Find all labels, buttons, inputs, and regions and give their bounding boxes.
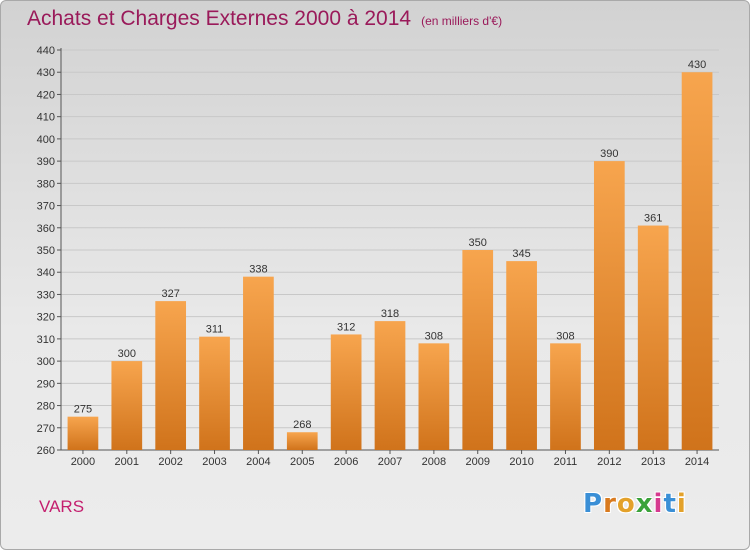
bar bbox=[374, 321, 406, 450]
x-tick-label: 2011 bbox=[554, 456, 578, 468]
data-label: 350 bbox=[469, 237, 487, 249]
x-tick-label: 2003 bbox=[202, 456, 226, 468]
chart-unit: (en milliers d'€) bbox=[421, 14, 503, 28]
x-tick-label: 2005 bbox=[290, 456, 314, 468]
x-tick-labels: 2000 2001 2002 2003 2004 2005 2006 2007 2008 2009… bbox=[71, 456, 710, 468]
data-label: 300 bbox=[118, 348, 136, 360]
bar bbox=[67, 416, 99, 450]
x-tick-label: 2012 bbox=[597, 456, 621, 468]
data-label: 312 bbox=[337, 321, 355, 333]
y-tick-label: 400 bbox=[37, 134, 55, 146]
x-tick-label: 2001 bbox=[115, 456, 139, 468]
x-tick-label: 2013 bbox=[641, 456, 665, 468]
y-tick-label: 410 bbox=[37, 112, 55, 124]
bar bbox=[111, 361, 143, 450]
bar bbox=[506, 261, 537, 450]
data-label: 338 bbox=[249, 264, 267, 276]
y-tick-label: 280 bbox=[37, 401, 55, 413]
y-tick-label: 320 bbox=[37, 312, 55, 324]
x-tick-label: 2014 bbox=[685, 456, 709, 468]
proxiti-logo: Proxiti bbox=[583, 489, 687, 519]
bar bbox=[681, 72, 713, 450]
y-tick-labels: 260 270 280 290 300 310 320 330 340 350 360 370 380 3… bbox=[37, 45, 55, 457]
data-label: 327 bbox=[161, 288, 179, 300]
y-tick-label: 390 bbox=[37, 156, 55, 168]
bar bbox=[593, 161, 625, 450]
bar bbox=[330, 334, 362, 450]
bar bbox=[462, 250, 494, 450]
x-tick-label: 2000 bbox=[71, 456, 95, 468]
y-tick-label: 260 bbox=[37, 445, 55, 457]
y-tick-label: 430 bbox=[37, 67, 55, 79]
bar bbox=[243, 276, 274, 450]
y-tick-label: 290 bbox=[37, 378, 55, 390]
logo-letter: o bbox=[616, 489, 636, 519]
logo-letter: x bbox=[635, 489, 654, 519]
y-tick-label: 360 bbox=[37, 223, 55, 235]
data-label: 345 bbox=[512, 248, 530, 260]
logo-letter: i bbox=[676, 489, 687, 519]
y-tick-label: 340 bbox=[37, 267, 55, 279]
bar bbox=[550, 343, 581, 450]
x-tick-label: 2010 bbox=[509, 456, 533, 468]
data-label: 308 bbox=[425, 330, 443, 342]
logo-letter: i bbox=[653, 489, 664, 519]
chart-title-text: Achats et Charges Externes 2000 à 2014 bbox=[27, 7, 412, 30]
x-tick-label: 2008 bbox=[422, 456, 446, 468]
x-tick-label: 2009 bbox=[465, 456, 489, 468]
bars bbox=[67, 72, 713, 450]
logo-letter: t bbox=[663, 489, 677, 519]
x-tick-label: 2002 bbox=[158, 456, 182, 468]
bar bbox=[155, 301, 187, 450]
chart-title: Achats et Charges Externes 2000 à 2014 (e… bbox=[27, 7, 502, 31]
data-labels: 275 300 327 311 338 268 312 318 308 350 345 308 390 3… bbox=[74, 59, 706, 431]
data-label: 318 bbox=[381, 308, 399, 320]
bar bbox=[418, 343, 450, 450]
y-tick-label: 270 bbox=[37, 423, 55, 435]
y-tick-label: 310 bbox=[37, 334, 55, 346]
data-label: 311 bbox=[206, 324, 224, 336]
data-label: 430 bbox=[688, 59, 706, 71]
y-tick-label: 300 bbox=[37, 356, 55, 368]
x-tick-label: 2006 bbox=[334, 456, 358, 468]
y-tick-label: 420 bbox=[37, 89, 55, 101]
data-label: 275 bbox=[74, 404, 92, 416]
data-label: 308 bbox=[556, 330, 574, 342]
bar bbox=[199, 336, 230, 450]
data-label: 390 bbox=[600, 148, 618, 160]
bar bbox=[637, 225, 669, 450]
y-tick-label: 440 bbox=[37, 45, 55, 57]
bar bbox=[286, 432, 318, 450]
logo-letter: P bbox=[583, 489, 604, 519]
data-label: 268 bbox=[293, 419, 311, 431]
y-tick-label: 370 bbox=[37, 201, 55, 213]
x-tick-label: 2004 bbox=[246, 456, 270, 468]
data-label: 361 bbox=[644, 213, 662, 225]
y-tick-label: 380 bbox=[37, 178, 55, 190]
y-tick-label: 350 bbox=[37, 245, 55, 257]
y-tick-label: 330 bbox=[37, 289, 55, 301]
x-tick-label: 2007 bbox=[378, 456, 402, 468]
commune-name: VARS bbox=[39, 497, 85, 516]
logo-letter: r bbox=[603, 489, 617, 519]
